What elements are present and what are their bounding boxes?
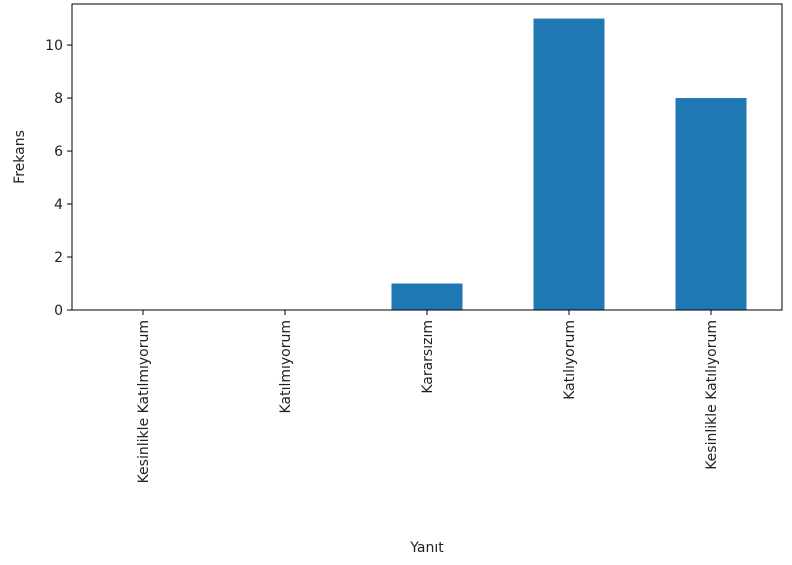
y-tick-label: 6	[54, 144, 63, 160]
x-tick-label: Katılmıyorum	[278, 320, 294, 413]
y-axis-label: Frekans	[12, 130, 28, 184]
y-tick-label: 2	[54, 250, 63, 266]
x-tick-label: Katılıyorum	[562, 320, 578, 400]
bar	[675, 98, 747, 311]
x-tick-label: Kararsızım	[420, 320, 436, 394]
x-tick-label: Kesinlikle Katılmıyorum	[136, 320, 152, 483]
y-tick-label: 10	[45, 38, 63, 54]
y-axis: 0 2 4 6 8 10	[45, 38, 72, 319]
plot-frame	[71, 3, 783, 311]
x-axis-label: Yanıt	[409, 540, 444, 556]
bar	[391, 283, 463, 310]
x-tick-label: Kesinlikle Katılıyorum	[704, 320, 720, 470]
x-axis: Kesinlikle Katılmıyorum Katılmıyorum Karar…	[136, 310, 720, 483]
bars-group	[391, 18, 747, 311]
bar	[533, 18, 605, 310]
y-tick-label: 0	[54, 303, 63, 319]
y-tick-label: 8	[54, 91, 63, 107]
y-tick-label: 4	[54, 197, 63, 213]
